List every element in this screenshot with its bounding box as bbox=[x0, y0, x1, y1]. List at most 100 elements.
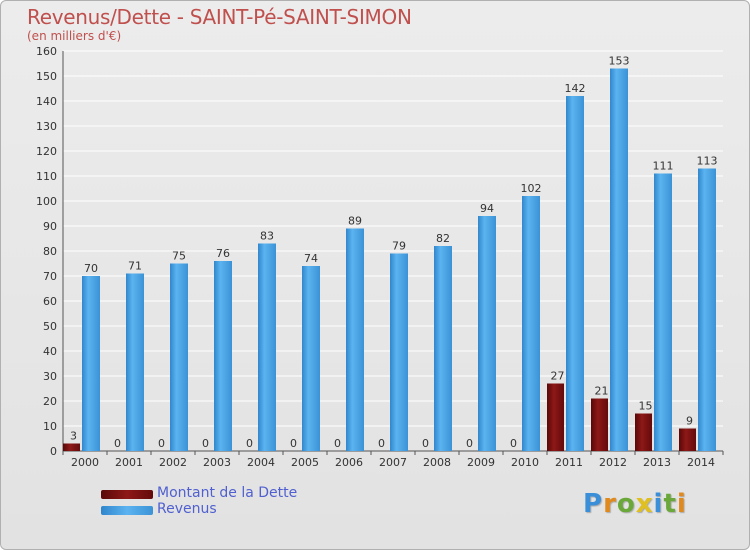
bars bbox=[63, 68, 716, 451]
x-tick-label: 2007 bbox=[379, 456, 407, 469]
data-label-revenue: 142 bbox=[565, 82, 586, 95]
y-tick-label: 160 bbox=[36, 45, 57, 58]
data-label-debt: 0 bbox=[466, 437, 473, 450]
bar-debt bbox=[63, 443, 80, 451]
bar-revenue bbox=[478, 216, 496, 451]
data-label-revenue: 89 bbox=[348, 215, 362, 228]
y-tick-label: 50 bbox=[43, 320, 57, 333]
data-label-revenue: 76 bbox=[216, 247, 230, 260]
x-tick-label: 2009 bbox=[467, 456, 495, 469]
x-tick-label: 2012 bbox=[599, 456, 627, 469]
bar-revenue bbox=[698, 168, 716, 451]
x-tick-label: 2001 bbox=[115, 456, 143, 469]
y-tick-label: 40 bbox=[43, 345, 57, 358]
y-tick-label: 110 bbox=[36, 170, 57, 183]
data-label-revenue: 82 bbox=[436, 232, 450, 245]
bar-revenue bbox=[654, 173, 672, 451]
x-tick-label: 2008 bbox=[423, 456, 451, 469]
data-label-debt: 0 bbox=[290, 437, 297, 450]
data-labels: 3 70 0 71 0 75 0 76 0 83 0 74 0 89 0 79 0 82 0 94 0 102 27 142 2… bbox=[70, 55, 718, 451]
data-label-revenue: 79 bbox=[392, 240, 406, 253]
proxiti-logo: Proxiti bbox=[583, 489, 687, 519]
logo-letter: i bbox=[653, 489, 664, 519]
data-label-debt: 0 bbox=[510, 437, 517, 450]
x-tick-label: 2004 bbox=[247, 456, 275, 469]
data-label-debt: 15 bbox=[639, 400, 653, 413]
legend-swatch-debt bbox=[101, 490, 153, 499]
data-label-debt: 21 bbox=[595, 385, 609, 398]
bar-revenue bbox=[566, 96, 584, 451]
data-label-debt: 3 bbox=[70, 430, 77, 443]
bar-revenue bbox=[610, 68, 628, 451]
x-tick-label: 2010 bbox=[511, 456, 539, 469]
data-label-debt: 9 bbox=[686, 415, 693, 428]
y-tick-label: 10 bbox=[43, 420, 57, 433]
chart-title: Revenus/Dette - SAINT-Pé-SAINT-SIMON bbox=[27, 5, 412, 29]
x-tick-label: 2006 bbox=[335, 456, 363, 469]
legend-label-revenue: Revenus bbox=[157, 501, 217, 517]
x-tick-label: 2013 bbox=[643, 456, 671, 469]
y-tick-label: 130 bbox=[36, 120, 57, 133]
data-label-revenue: 74 bbox=[304, 252, 318, 265]
data-label-revenue: 102 bbox=[521, 182, 542, 195]
y-tick-label: 60 bbox=[43, 295, 57, 308]
logo-letter: x bbox=[635, 489, 654, 519]
data-label-revenue: 113 bbox=[697, 155, 718, 168]
bar-revenue bbox=[346, 228, 364, 451]
legend-swatch-revenue bbox=[101, 506, 153, 515]
bar-debt bbox=[635, 413, 652, 451]
logo-letter: o bbox=[616, 489, 636, 519]
logo-letter: r bbox=[603, 489, 617, 519]
y-tick-label: 150 bbox=[36, 70, 57, 83]
y-tick-label: 30 bbox=[43, 370, 57, 383]
bar-revenue bbox=[302, 266, 320, 451]
y-tick-label: 140 bbox=[36, 95, 57, 108]
data-label-revenue: 83 bbox=[260, 230, 274, 243]
y-tick-label: 70 bbox=[43, 270, 57, 283]
data-label-debt: 0 bbox=[158, 437, 165, 450]
bar-debt bbox=[591, 398, 608, 451]
legend-label-debt: Montant de la Dette bbox=[157, 485, 298, 501]
logo-letter: i bbox=[676, 489, 687, 519]
x-tick-label: 2005 bbox=[291, 456, 319, 469]
x-tick-label: 2011 bbox=[555, 456, 583, 469]
y-tick-label: 20 bbox=[43, 395, 57, 408]
logo-letter: t bbox=[663, 489, 677, 519]
bar-revenue bbox=[126, 273, 144, 451]
data-label-revenue: 111 bbox=[653, 160, 674, 173]
bar-debt bbox=[547, 383, 564, 451]
bar-revenue bbox=[258, 243, 276, 451]
data-label-debt: 27 bbox=[551, 370, 565, 383]
bar-revenue bbox=[170, 263, 188, 451]
x-tick-label: 2003 bbox=[203, 456, 231, 469]
data-label-revenue: 70 bbox=[84, 262, 98, 275]
data-label-revenue: 153 bbox=[609, 55, 630, 68]
y-tick-label: 90 bbox=[43, 220, 57, 233]
x-tick-label: 2002 bbox=[159, 456, 187, 469]
chart-subtitle: (en milliers d'€) bbox=[27, 29, 122, 43]
data-label-debt: 0 bbox=[246, 437, 253, 450]
data-label-debt: 0 bbox=[422, 437, 429, 450]
data-label-debt: 0 bbox=[334, 437, 341, 450]
data-label-revenue: 94 bbox=[480, 202, 494, 215]
bar-revenue bbox=[390, 253, 408, 451]
bar-debt bbox=[679, 428, 696, 451]
data-label-debt: 0 bbox=[114, 437, 121, 450]
bar-revenue bbox=[82, 276, 100, 451]
x-tick-label: 2014 bbox=[687, 456, 715, 469]
data-label-debt: 0 bbox=[202, 437, 209, 450]
bar-revenue bbox=[214, 261, 232, 451]
x-tick-label: 2000 bbox=[71, 456, 99, 469]
logo-letter: P bbox=[583, 489, 604, 519]
bar-revenue bbox=[434, 246, 452, 451]
data-label-revenue: 75 bbox=[172, 250, 186, 263]
y-tick-label: 100 bbox=[36, 195, 57, 208]
y-tick-label: 120 bbox=[36, 145, 57, 158]
bar-revenue bbox=[522, 196, 540, 451]
data-label-revenue: 71 bbox=[128, 260, 142, 273]
data-label-debt: 0 bbox=[378, 437, 385, 450]
y-tick-label: 80 bbox=[43, 245, 57, 258]
y-tick-label: 0 bbox=[50, 445, 57, 458]
